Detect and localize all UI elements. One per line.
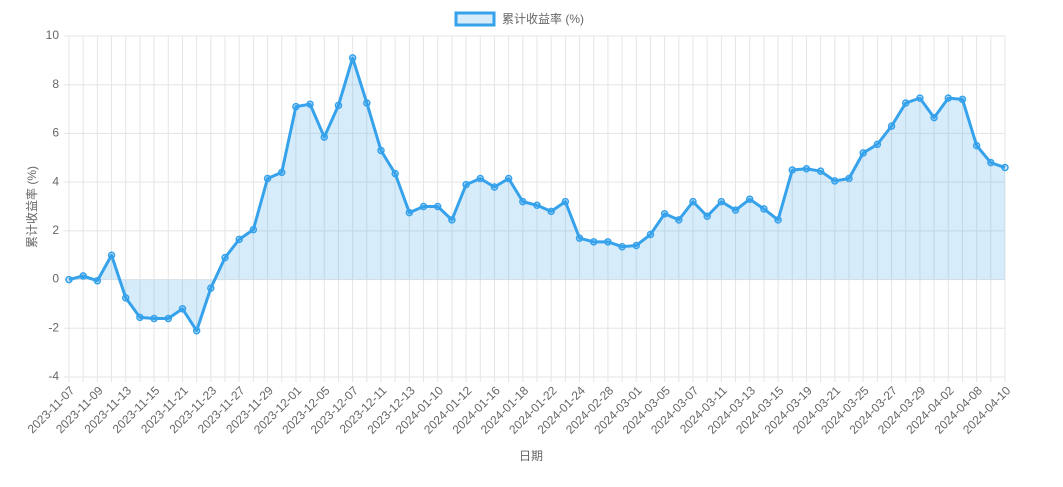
point	[277, 168, 286, 177]
point	[987, 158, 995, 167]
point	[405, 208, 414, 217]
point	[490, 183, 499, 191]
point	[618, 242, 626, 251]
point	[1001, 163, 1009, 172]
point	[689, 197, 697, 206]
y-tick-label: 10	[46, 28, 60, 42]
point	[292, 102, 300, 111]
point	[377, 146, 385, 155]
point	[831, 177, 839, 185]
point	[79, 272, 87, 280]
point	[816, 167, 825, 175]
point	[845, 174, 853, 183]
point	[802, 164, 811, 173]
point	[107, 251, 116, 259]
point	[65, 275, 73, 284]
point	[930, 113, 938, 122]
point	[788, 166, 797, 174]
point	[589, 238, 598, 246]
point	[433, 202, 442, 211]
y-tick-label: 6	[52, 126, 59, 140]
point	[320, 133, 329, 141]
point	[178, 305, 187, 313]
point	[207, 284, 215, 292]
point	[632, 241, 641, 250]
point	[561, 197, 570, 206]
legend-label: 累计收益率 (%)	[502, 11, 584, 26]
point	[533, 201, 541, 210]
point	[887, 122, 896, 130]
point	[348, 54, 357, 62]
y-tick-label: 0	[52, 272, 59, 286]
point	[660, 210, 669, 218]
point	[760, 205, 768, 213]
point	[476, 174, 485, 183]
point	[575, 234, 584, 242]
point	[604, 238, 612, 246]
point	[717, 197, 726, 206]
point	[916, 94, 924, 102]
point	[419, 202, 428, 211]
point	[646, 230, 655, 239]
y-tick-label: 2	[52, 223, 59, 237]
point	[944, 94, 953, 102]
point	[703, 212, 711, 220]
point	[363, 99, 371, 107]
point	[391, 169, 399, 178]
point	[263, 174, 272, 183]
point	[972, 141, 981, 150]
point	[873, 140, 882, 149]
point	[93, 277, 102, 285]
point	[745, 195, 754, 203]
point	[901, 99, 910, 107]
point	[235, 235, 243, 244]
point	[136, 313, 144, 322]
point	[334, 101, 343, 110]
point	[150, 314, 158, 323]
point	[164, 314, 173, 323]
point	[221, 253, 229, 262]
x-axis-title: 日期	[519, 449, 543, 463]
line	[68, 56, 1006, 333]
point	[675, 216, 683, 224]
point	[504, 174, 513, 183]
point	[731, 206, 740, 214]
point	[462, 180, 470, 189]
point	[859, 149, 867, 157]
y-tick-label: 8	[52, 77, 59, 91]
point	[448, 216, 456, 224]
point	[547, 207, 555, 216]
point	[249, 225, 258, 234]
y-axis-title: 累计收益率 (%)	[24, 166, 39, 248]
point	[121, 294, 130, 302]
point	[774, 216, 782, 224]
point	[306, 100, 314, 108]
legend-swatch	[454, 11, 496, 27]
y-tick-label: 4	[52, 174, 59, 188]
point	[519, 197, 527, 206]
y-tick-label: -2	[48, 320, 59, 334]
y-tick-label: -4	[48, 369, 59, 383]
point	[958, 95, 967, 104]
point	[192, 326, 201, 335]
area	[69, 57, 1005, 331]
